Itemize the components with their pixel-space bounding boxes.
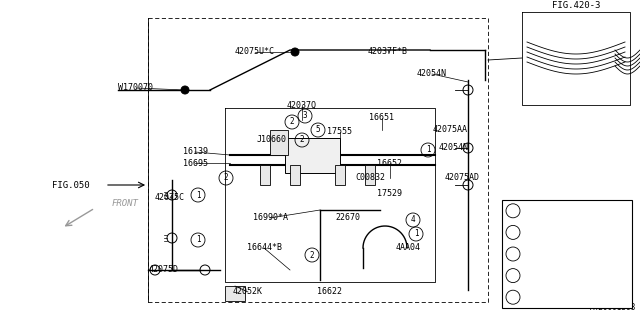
Text: 1: 1 bbox=[426, 146, 430, 155]
Text: 16651: 16651 bbox=[369, 114, 394, 123]
Text: 42054N: 42054N bbox=[439, 143, 469, 153]
Bar bbox=[335, 165, 345, 185]
Text: 42054N: 42054N bbox=[417, 69, 447, 78]
Text: 42037F*B: 42037F*B bbox=[368, 47, 408, 57]
Bar bbox=[270, 130, 288, 155]
Text: 16990*A: 16990*A bbox=[253, 213, 287, 222]
Text: 2: 2 bbox=[310, 251, 314, 260]
Text: J10660: J10660 bbox=[257, 135, 287, 145]
Text: C00832: C00832 bbox=[355, 173, 385, 182]
Text: 16644*A: 16644*A bbox=[529, 293, 566, 302]
Text: 4: 4 bbox=[411, 215, 415, 225]
Text: 16139: 16139 bbox=[182, 148, 207, 156]
Text: 2: 2 bbox=[290, 117, 294, 126]
Text: 16652: 16652 bbox=[378, 158, 403, 167]
Text: 42075D: 42075D bbox=[149, 266, 179, 275]
Text: 42075AD: 42075AD bbox=[445, 173, 479, 182]
Text: W170070: W170070 bbox=[118, 84, 154, 92]
Bar bbox=[225, 286, 245, 301]
Text: 4: 4 bbox=[511, 271, 515, 280]
Text: FRONT: FRONT bbox=[112, 199, 139, 209]
Text: 16644*B: 16644*B bbox=[246, 244, 282, 252]
Bar bbox=[502, 200, 632, 308]
Text: 1: 1 bbox=[196, 236, 200, 244]
Text: 1: 1 bbox=[511, 206, 515, 215]
Text: 3: 3 bbox=[511, 250, 515, 259]
Text: 42037Q: 42037Q bbox=[287, 100, 317, 109]
Text: 42075C: 42075C bbox=[155, 194, 185, 203]
Bar bbox=[285, 138, 340, 173]
Text: 42052K: 42052K bbox=[233, 287, 263, 297]
Text: 16622: 16622 bbox=[317, 287, 342, 297]
Text: 3: 3 bbox=[303, 111, 307, 121]
Circle shape bbox=[181, 86, 189, 94]
Text: 1: 1 bbox=[413, 229, 419, 238]
Text: FIG.050: FIG.050 bbox=[52, 180, 90, 189]
Text: 22670: 22670 bbox=[335, 213, 360, 222]
Bar bbox=[260, 165, 270, 185]
Bar bbox=[365, 165, 375, 185]
Text: 1: 1 bbox=[196, 190, 200, 199]
Circle shape bbox=[291, 48, 299, 56]
Text: FIG.420-3: FIG.420-3 bbox=[552, 1, 600, 10]
Text: 16990*B: 16990*B bbox=[529, 228, 566, 237]
Text: 2: 2 bbox=[511, 228, 515, 237]
Text: 2: 2 bbox=[300, 135, 304, 145]
Bar bbox=[290, 165, 300, 185]
Text: 17555: 17555 bbox=[328, 127, 353, 137]
Text: 4AA04: 4AA04 bbox=[396, 244, 420, 252]
Text: 2: 2 bbox=[224, 173, 228, 182]
Text: 42075AA: 42075AA bbox=[433, 125, 467, 134]
Text: 5: 5 bbox=[511, 293, 515, 302]
Text: 5: 5 bbox=[316, 125, 320, 134]
Text: M250068: M250068 bbox=[529, 250, 566, 259]
Text: 42037C*D: 42037C*D bbox=[529, 206, 572, 215]
Text: 16695: 16695 bbox=[182, 158, 207, 167]
Text: A420001368: A420001368 bbox=[589, 303, 636, 312]
Text: 17529: 17529 bbox=[378, 189, 403, 198]
Text: 16651A: 16651A bbox=[529, 271, 561, 280]
Text: 42075U*C: 42075U*C bbox=[235, 47, 275, 57]
